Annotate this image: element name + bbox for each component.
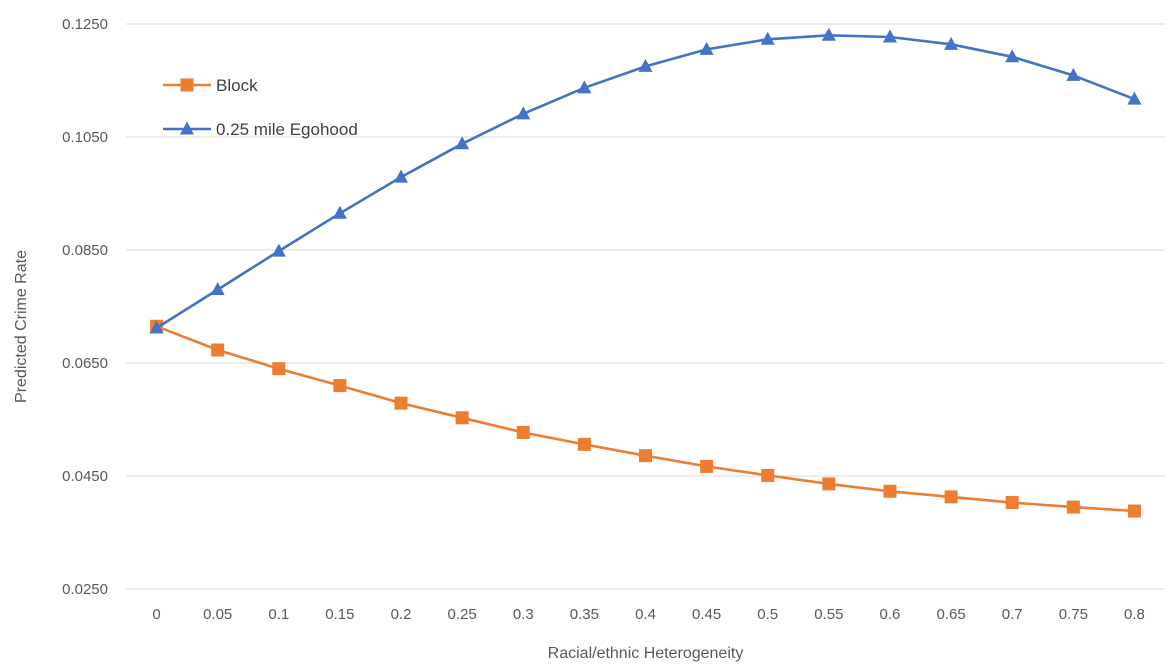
gridlines: [126, 23, 1165, 590]
data-point: [211, 343, 225, 357]
data-point: [1127, 504, 1141, 518]
data-point: [577, 437, 591, 451]
series-line: [156, 325, 1135, 513]
y-tick-label: 0.1250: [62, 16, 108, 33]
data-point: [760, 31, 775, 45]
data-point: [638, 58, 653, 72]
data-point: [944, 490, 958, 504]
legend-item: Block: [163, 76, 258, 95]
x-tick-label: 0.8: [1124, 606, 1145, 623]
x-tick-label: 0.35: [570, 606, 599, 623]
x-tick-label: 0.75: [1059, 606, 1088, 623]
y-tick-label: 0.0850: [62, 242, 108, 259]
x-tick-label: 0.15: [325, 606, 354, 623]
y-tick-label: 0.0450: [62, 468, 108, 485]
x-tick-label: 0.3: [513, 606, 534, 623]
data-point: [639, 449, 652, 463]
series-group: [149, 27, 1142, 518]
y-axis-ticks: 0.0250 0.0450 0.0650 0.0850 0.1050 0.1250: [62, 16, 108, 598]
data-point: [699, 41, 714, 55]
data-point: [333, 379, 347, 393]
data-point: [761, 468, 775, 482]
data-point: [272, 362, 286, 376]
y-tick-label: 0.1050: [62, 129, 108, 146]
data-point: [1005, 49, 1020, 63]
data-point: [455, 411, 469, 425]
data-point: [1066, 67, 1081, 81]
series-line: [155, 33, 1135, 330]
x-tick-label: 0.7: [1002, 606, 1023, 623]
x-tick-label: 0.45: [692, 606, 721, 623]
x-tick-label: 0.2: [391, 606, 412, 623]
x-tick-label: 0.6: [880, 606, 901, 623]
data-point: [210, 282, 225, 296]
y-tick-label: 0.0250: [62, 581, 108, 598]
y-axis-title: Predicted Crime Rate: [13, 250, 30, 403]
x-tick-label: 0: [152, 606, 160, 623]
x-tick-label: 0.65: [936, 606, 965, 623]
x-tick-label: 0.5: [757, 606, 778, 623]
data-point: [822, 477, 836, 491]
data-point: [271, 243, 286, 257]
legend-item: 0.25 mile Egohood: [163, 120, 358, 139]
data-point: [821, 27, 836, 41]
x-tick-label: 0.55: [814, 606, 843, 623]
legend-marker-triangle: [180, 121, 194, 135]
data-point: [332, 205, 347, 219]
data-point: [1066, 500, 1080, 514]
data-point: [455, 136, 470, 150]
data-point: [394, 396, 408, 410]
data-point: [394, 169, 409, 183]
x-axis-ticks: 0 0.05 0.1 0.15 0.2 0.25 0.3 0.35 0.4 0.45 0.5 0.55…: [152, 606, 1144, 623]
x-axis-title: Racial/ethnic Heterogeneity: [548, 645, 744, 662]
series-egohood: [149, 27, 1142, 334]
data-point: [577, 80, 592, 94]
x-tick-label: 0.05: [203, 606, 232, 623]
data-point: [149, 320, 164, 334]
legend-label: 0.25 mile Egohood: [216, 120, 358, 139]
data-point: [516, 425, 530, 439]
x-tick-label: 0.1: [268, 606, 289, 623]
data-point: [1005, 496, 1019, 510]
data-point: [700, 459, 714, 473]
data-point: [944, 36, 959, 50]
x-tick-label: 0.25: [448, 606, 477, 623]
legend-marker-square: [180, 78, 194, 92]
legend: Block 0.25 mile Egohood: [163, 76, 358, 139]
data-point: [1127, 91, 1142, 105]
data-point: [516, 106, 531, 120]
data-point: [882, 29, 897, 43]
y-tick-label: 0.0650: [62, 355, 108, 372]
x-tick-label: 0.4: [635, 606, 656, 623]
series-block: [150, 319, 1141, 518]
legend-label: Block: [216, 76, 258, 95]
data-point: [883, 484, 897, 498]
